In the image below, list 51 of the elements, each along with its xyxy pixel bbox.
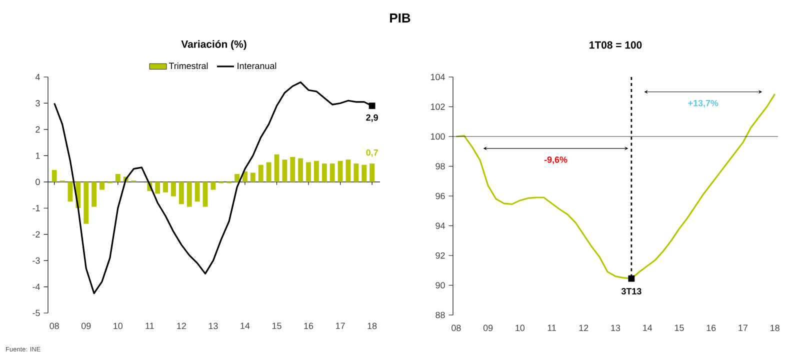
y-tick-label: -4: [32, 284, 40, 290]
x-tick-label: 13: [208, 322, 218, 330]
y-tick-label: 98: [436, 163, 445, 170]
x-tick-label: 16: [304, 322, 314, 330]
y-tick-label: 0: [36, 178, 40, 186]
y-tick-label: 92: [436, 252, 445, 259]
x-tick-label: 18: [770, 324, 780, 332]
legend-label: Interanual: [238, 62, 276, 70]
x-tick-label: 13: [611, 324, 620, 332]
x-tick-label: 10: [516, 324, 525, 332]
x-tick-label: 10: [114, 322, 123, 330]
y-tick-label: 88: [436, 312, 445, 318]
x-tick-label: 14: [240, 322, 250, 329]
text: PIB: [390, 14, 410, 22]
y-tick-label: 100: [430, 133, 445, 140]
x-tick-label: 18: [368, 322, 377, 330]
y-tick-label: -1: [32, 205, 40, 212]
annotation: -9,6%: [544, 156, 568, 164]
x-tick-label: 11: [146, 322, 154, 329]
x-tick-label: 12: [579, 324, 588, 332]
data-label: 0,7: [366, 149, 378, 158]
x-tick-label: 08: [452, 324, 461, 332]
y-tick-label: -2: [32, 231, 40, 238]
legend-label: Trimestral: [168, 62, 208, 70]
y-tick-label: 2: [36, 126, 40, 133]
x-tick-label: 12: [177, 322, 186, 330]
x-tick-label: 17: [738, 324, 748, 331]
annotation: 3T13: [621, 288, 642, 294]
x-tick-label: 09: [81, 322, 91, 330]
y-tick-label: 3: [36, 100, 40, 106]
y-tick-label: 104: [430, 74, 445, 80]
annotation: +13,7%: [688, 100, 718, 108]
y-tick-label: -5: [32, 310, 40, 316]
chart-title: Variación (%): [181, 40, 246, 50]
x-tick-label: 09: [483, 324, 493, 332]
y-tick-label: 1: [36, 152, 40, 159]
y-tick-label: 94: [436, 222, 445, 229]
y-tick-label: 4: [35, 74, 40, 80]
x-tick-label: 11: [548, 324, 556, 331]
x-tick-label: 14: [643, 324, 652, 331]
y-tick-label: 96: [436, 192, 445, 200]
data-label: 2,9: [366, 114, 378, 122]
y-tick-label: 102: [430, 104, 445, 110]
y-tick-label: -3: [32, 257, 40, 264]
x-tick-label: 15: [272, 322, 282, 330]
y-tick-label: 90: [436, 282, 445, 288]
x-tick-label: 08: [50, 322, 59, 330]
x-tick-label: 15: [674, 324, 684, 332]
chart-title: 1T08 = 100: [590, 41, 642, 49]
x-tick-label: 17: [336, 322, 345, 329]
x-tick-label: 16: [706, 324, 716, 332]
